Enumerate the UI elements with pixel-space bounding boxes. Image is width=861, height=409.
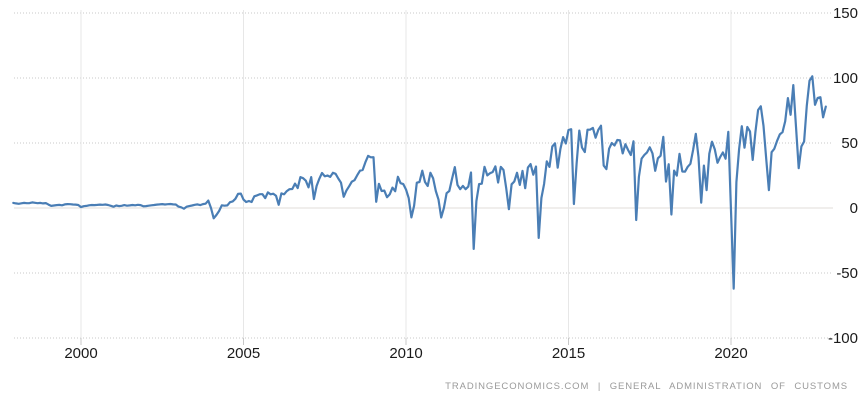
source-text: GENERAL ADMINISTRATION OF CUSTOMS — [609, 381, 848, 392]
x-axis-label: 2015 — [552, 345, 585, 362]
trade-balance-line[interactable] — [12, 75, 827, 290]
y-axis-label: 100 — [833, 70, 858, 87]
x-axis-label: 2010 — [389, 345, 422, 362]
y-axis-label: 150 — [833, 5, 858, 22]
x-axis-label: 2005 — [227, 345, 260, 362]
y-axis-label: -50 — [836, 265, 858, 282]
attribution: TRADINGECONOMICS.COM | GENERAL ADMINISTR… — [445, 381, 848, 392]
tradingeconomics-link[interactable]: TRADINGECONOMICS.COM — [445, 381, 590, 392]
y-axis-label: 0 — [850, 200, 858, 217]
x-axis-label: 2000 — [64, 345, 97, 362]
x-axis-label: 2020 — [714, 345, 747, 362]
y-axis-label: 50 — [841, 135, 858, 152]
y-axis-label: -100 — [828, 330, 858, 347]
attribution-separator: | — [597, 381, 602, 392]
